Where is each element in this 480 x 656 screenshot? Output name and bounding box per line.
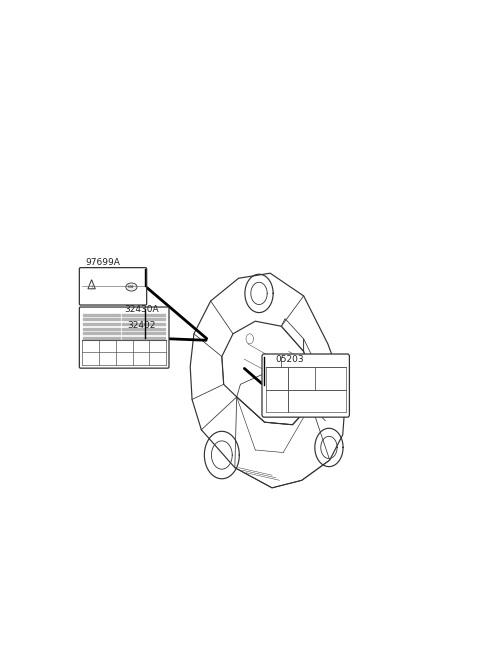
Text: 32402: 32402 — [128, 321, 156, 330]
Text: 32430A: 32430A — [124, 304, 159, 314]
Text: KIA: KIA — [128, 285, 134, 289]
FancyBboxPatch shape — [262, 354, 349, 417]
Ellipse shape — [126, 283, 137, 291]
Text: !: ! — [91, 285, 93, 290]
FancyBboxPatch shape — [79, 268, 147, 305]
Text: 05203: 05203 — [276, 355, 304, 364]
FancyBboxPatch shape — [79, 307, 169, 368]
Text: 97699A: 97699A — [85, 258, 120, 266]
